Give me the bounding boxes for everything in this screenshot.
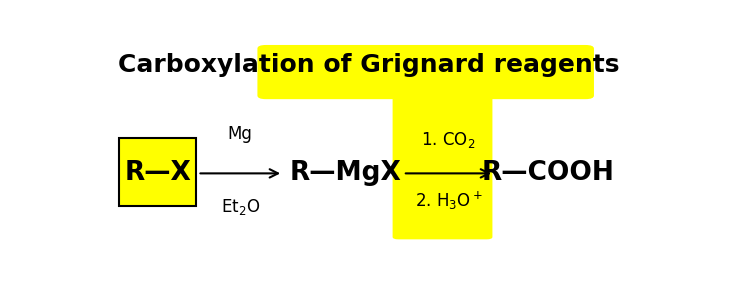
Text: R—X: R—X bbox=[124, 160, 191, 186]
FancyBboxPatch shape bbox=[258, 45, 594, 99]
Text: 2. H$_3$O$^+$: 2. H$_3$O$^+$ bbox=[414, 190, 482, 212]
Text: Carboxylation of Grignard reagents: Carboxylation of Grignard reagents bbox=[118, 53, 619, 77]
Text: R—MgX: R—MgX bbox=[290, 160, 402, 186]
FancyBboxPatch shape bbox=[392, 93, 492, 239]
Text: R—COOH: R—COOH bbox=[482, 160, 615, 186]
FancyBboxPatch shape bbox=[119, 138, 197, 206]
Text: 1. CO$_2$: 1. CO$_2$ bbox=[422, 130, 475, 150]
Text: Mg: Mg bbox=[228, 125, 252, 143]
Text: Et$_2$O: Et$_2$O bbox=[221, 197, 260, 217]
